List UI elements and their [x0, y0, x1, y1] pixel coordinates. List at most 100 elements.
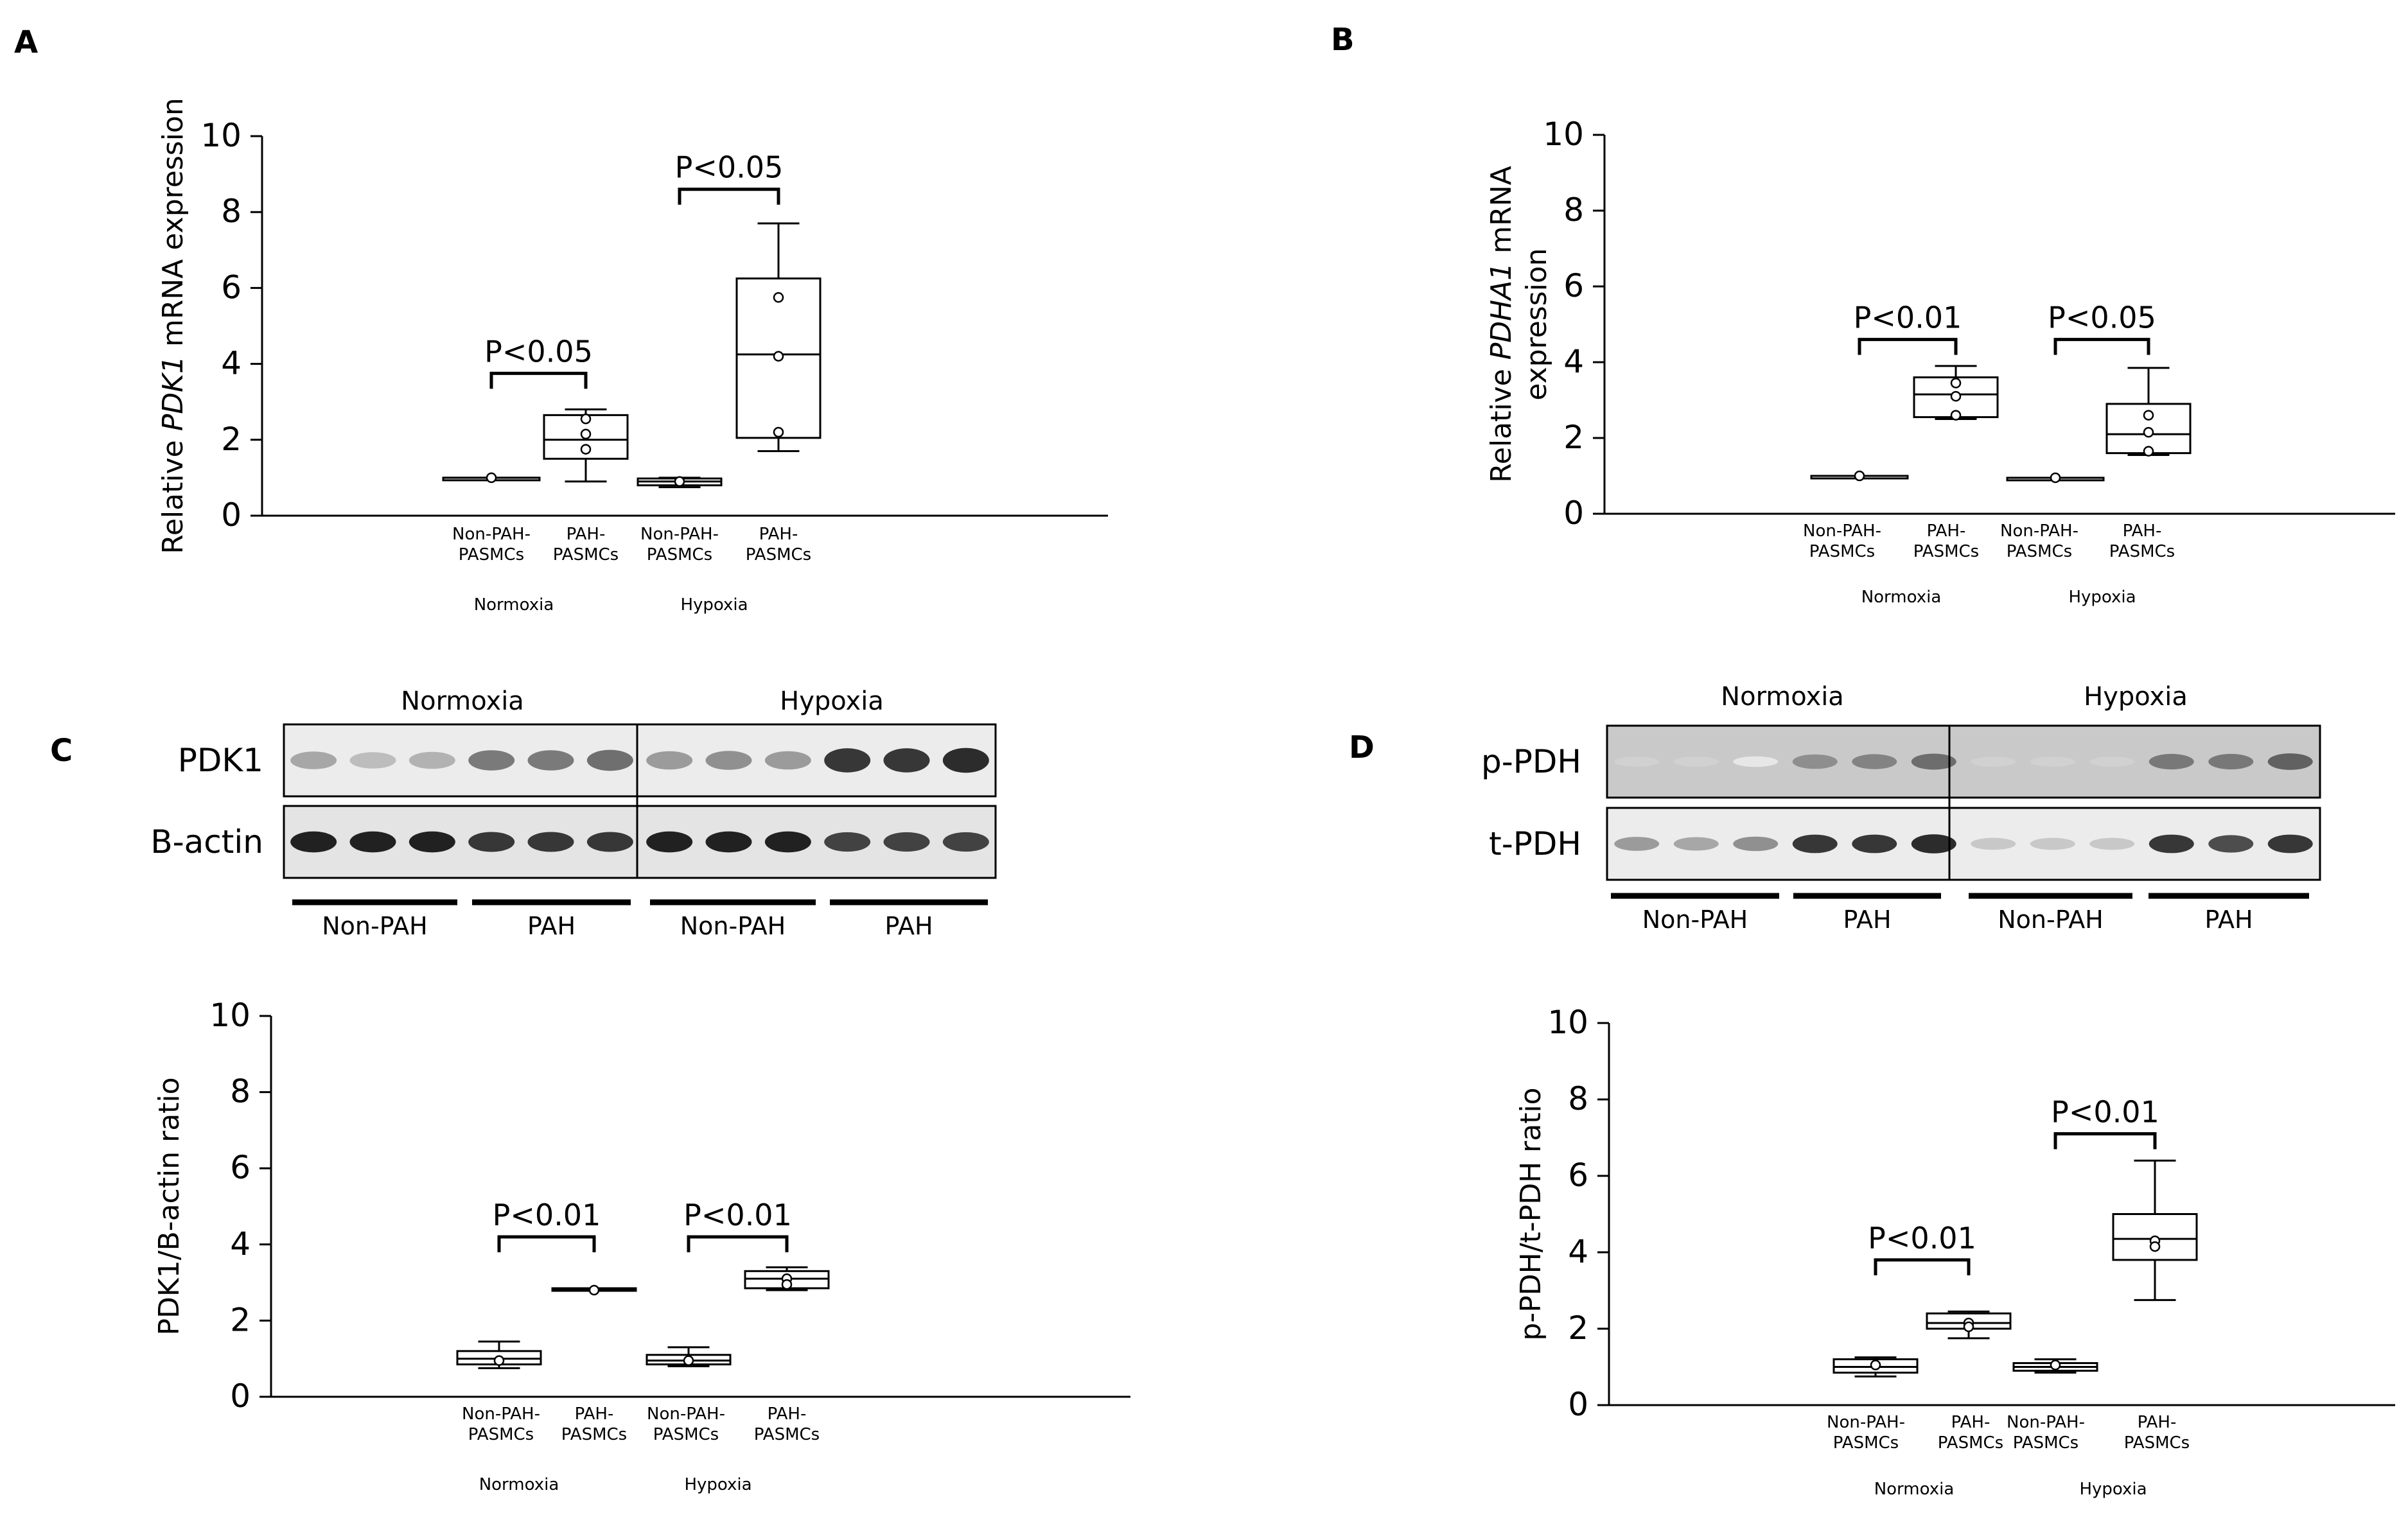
- category-label-line: PASMCs: [1833, 1433, 1899, 1453]
- blot-strip: [1606, 807, 2321, 881]
- blot-band: [2208, 835, 2254, 853]
- blot-condition-label: Normoxia: [401, 687, 524, 716]
- significance-label: P<0.05: [675, 150, 784, 185]
- category-label-line: Non-PAH-: [640, 525, 719, 544]
- western-blot-c: Normoxia Hypoxia PDK1 B-actin Non-PAH PAH Non-…: [150, 687, 997, 940]
- box-2: [1913, 365, 1999, 421]
- y-tick-label: 4: [1568, 1233, 1588, 1270]
- box-4: [2112, 1159, 2198, 1301]
- y-tick-label: 4: [1563, 343, 1584, 380]
- box-2: [551, 1284, 637, 1296]
- blot-band: [586, 749, 633, 771]
- panel-label-D: D: [1349, 730, 1375, 765]
- category-label-line: Non-PAH-: [462, 1404, 540, 1424]
- blot-band: [1673, 837, 1719, 851]
- group-label: Hypoxia: [2068, 588, 2136, 607]
- y-tick-label: 4: [221, 345, 242, 382]
- data-point: [674, 476, 685, 487]
- data-point: [2050, 1360, 2061, 1370]
- blot-band: [646, 831, 693, 853]
- blot-band: [1614, 757, 1660, 767]
- category-label: Non-PAH-PASMCs: [640, 525, 719, 564]
- blot-band: [883, 832, 930, 852]
- blot-group-label: Non-PAH: [1998, 905, 2104, 934]
- category-label-line: Non-PAH-: [1803, 521, 1881, 541]
- blot-band: [883, 748, 930, 773]
- y-axis-label: p-PDH/t-PDH ratio: [1515, 1087, 1547, 1340]
- data-point: [588, 1284, 600, 1296]
- blot-band: [705, 751, 752, 770]
- category-label-line: PASMCs: [2007, 542, 2072, 561]
- significance-label: P<0.01: [683, 1198, 792, 1232]
- y-tick-label: 8: [1568, 1080, 1588, 1117]
- blot-band: [705, 831, 752, 853]
- y-tick-label: 0: [221, 496, 242, 534]
- data-point: [493, 1355, 505, 1366]
- significance-bracket: [2053, 338, 2150, 355]
- blot-strip: [283, 723, 997, 798]
- blot-band: [2267, 753, 2313, 770]
- blot-band: [1971, 837, 2016, 850]
- data-point: [580, 444, 592, 455]
- blot-band: [1733, 756, 1779, 767]
- significance-label: P<0.01: [2051, 1095, 2159, 1130]
- y-tick-label: 2: [230, 1301, 250, 1338]
- y-axis-label: Relative PDK1 mRNA expression: [157, 98, 189, 554]
- box-1: [1832, 1356, 1919, 1378]
- blot-band: [290, 831, 337, 853]
- y-tick-label: 2: [1563, 419, 1584, 456]
- y-tick-label: 0: [1568, 1386, 1588, 1423]
- category-label-line: PAH-: [768, 1404, 807, 1424]
- blot-condition-label: Normoxia: [1721, 682, 1844, 712]
- blot-band: [1673, 757, 1719, 767]
- category-label: PAH-PASMCs: [2124, 1413, 2190, 1453]
- box-4: [2105, 367, 2192, 457]
- significance-bracket: [687, 1235, 789, 1252]
- category-label: Non-PAH-PASMCs: [1827, 1413, 1905, 1453]
- category-label-line: PASMCs: [561, 1425, 627, 1444]
- blot-band: [586, 832, 633, 852]
- blot-band: [1911, 753, 1956, 770]
- significance-bracket: [1858, 338, 1958, 355]
- category-label: PAH-PASMCs: [754, 1404, 820, 1444]
- blot-strip: [283, 805, 997, 879]
- panel-label-A: A: [14, 24, 38, 60]
- category-label: Non-PAH-PASMCs: [2007, 1413, 2085, 1453]
- y-tick-label: 6: [230, 1149, 250, 1186]
- data-point: [1950, 410, 1962, 421]
- western-blot-d: Normoxia Hypoxia p-PDH t-PDH Non-PAH PAH Non-P…: [1481, 682, 2321, 934]
- y-tick-label: 10: [1547, 1004, 1588, 1041]
- data-point: [580, 414, 592, 424]
- blot-band: [942, 748, 989, 773]
- category-label-line: PASMCs: [553, 545, 619, 564]
- data-point: [580, 428, 592, 440]
- blot-band: [2149, 834, 2194, 853]
- blot-band: [1852, 834, 1897, 853]
- blot-band: [2030, 837, 2075, 850]
- significance-label: P<0.01: [1854, 301, 1962, 335]
- y-axis-label-part: mRNA expression: [157, 98, 189, 356]
- blot-band: [1614, 837, 1660, 851]
- category-label: Non-PAH-PASMCs: [2000, 521, 2078, 561]
- blot-band: [2267, 834, 2313, 853]
- blot-band: [468, 832, 515, 852]
- y-axis-label-part: Relative: [157, 431, 189, 554]
- blot-band: [2089, 757, 2135, 767]
- category-label-line: PASMCs: [1809, 542, 1875, 561]
- significance-bracket: [497, 1235, 596, 1252]
- group-label: Hypoxia: [684, 1475, 751, 1494]
- data-point: [1963, 1321, 1974, 1333]
- y-axis-label: Relative PDHA1 mRNA: [1485, 166, 1518, 482]
- category-label-line: PAH-: [567, 525, 606, 544]
- box-1: [1810, 470, 1909, 482]
- significance-bracket: [489, 371, 588, 389]
- y-tick-label: 8: [1563, 191, 1584, 229]
- blot-band: [1792, 754, 1838, 769]
- category-label-line: Non-PAH-: [647, 1404, 725, 1424]
- category-label-line: PASMCs: [459, 545, 524, 564]
- blot-group-label: PAH: [2204, 905, 2253, 934]
- y-tick-label: 6: [221, 268, 242, 306]
- y-tick-label: 2: [1568, 1309, 1588, 1347]
- data-point: [2143, 410, 2154, 421]
